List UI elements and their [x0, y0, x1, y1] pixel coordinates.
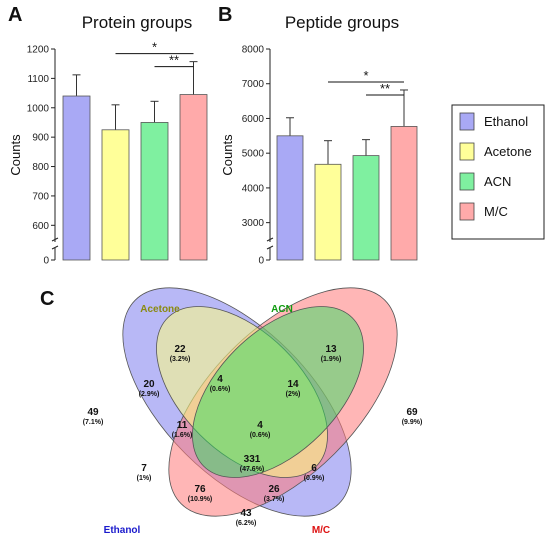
venn-region-percent: (2%)	[286, 391, 301, 398]
y-tick-label: 6000	[242, 114, 265, 125]
venn-region-percent: (3.2%)	[170, 356, 191, 363]
venn-region-percent: (9.9%)	[402, 419, 423, 426]
venn-region-percent: (2.9%)	[139, 391, 160, 398]
y-tick-label: 7000	[242, 79, 265, 90]
legend-label: M/C	[484, 204, 508, 219]
venn-region-percent: (3.7%)	[264, 496, 285, 503]
y-tick-label: 1000	[27, 103, 50, 114]
y-tick-label: 0	[43, 256, 49, 267]
venn-region-count: 43	[240, 508, 252, 519]
axis-break-mark	[51, 237, 59, 242]
chart-title: Peptide groups	[285, 13, 399, 32]
y-axis-label: Counts	[220, 134, 235, 176]
y-tick-label: 4000	[242, 183, 265, 194]
bar-ethanol	[62, 95, 91, 261]
axis-break-mark	[266, 245, 274, 250]
axis-break-mark	[266, 237, 274, 242]
y-tick-label: 1200	[27, 45, 50, 56]
y-tick-label: 800	[32, 162, 49, 173]
venn-region-count: 331	[244, 454, 261, 465]
significance-label: **	[380, 81, 390, 96]
venn-set-label-mc: M/C	[312, 525, 330, 536]
venn-region-count: 11	[177, 420, 188, 431]
venn-set-label-acn: ACN	[271, 304, 293, 315]
y-tick-label: 5000	[242, 149, 265, 160]
panel-label-a: A	[8, 4, 22, 26]
venn-region-percent: (7.1%)	[83, 419, 104, 426]
bar-acn	[352, 155, 380, 261]
venn-region-count: 22	[174, 344, 186, 355]
y-tick-label: 3000	[242, 218, 265, 229]
y-tick-label: 900	[32, 133, 49, 144]
legend-label: Acetone	[484, 144, 532, 159]
venn-region-count: 49	[87, 407, 99, 418]
legend-swatch	[459, 172, 475, 191]
y-tick-label: 8000	[242, 45, 265, 56]
venn-region-percent: (10.9%)	[188, 496, 213, 503]
venn-region-percent: (6.2%)	[236, 520, 257, 527]
bar-acn	[140, 122, 169, 261]
venn-set-label-acetone: Acetone	[140, 304, 180, 315]
venn-region-count: 7	[141, 463, 147, 474]
venn-diagram: Acetone ACN Ethanol M/C 22(3.2%) 13(1.9%)…	[83, 287, 423, 536]
venn-region-percent: (0.6%)	[210, 386, 231, 393]
venn-region-count: 4	[217, 374, 223, 385]
bar-acetone	[101, 129, 130, 261]
legend-swatch	[459, 202, 475, 221]
legend: Ethanol Acetone ACN M/C	[451, 104, 545, 240]
peptide-groups-chart: Peptide groups Counts 0 3000 4000 5000 6000 7…	[220, 13, 418, 267]
panel-label-b: B	[218, 4, 232, 26]
venn-set-label-ethanol: Ethanol	[104, 525, 141, 536]
significance-label: **	[169, 53, 179, 68]
significance-label: *	[152, 40, 157, 55]
protein-groups-chart: Protein groups Counts 0 600 700 800 900 1000 1…	[8, 13, 208, 267]
venn-region-percent: (1%)	[137, 475, 152, 482]
venn-region-count: 13	[325, 344, 337, 355]
legend-label: Ethanol	[484, 114, 528, 129]
bar-ethanol	[276, 135, 304, 261]
venn-region-percent: (1.6%)	[172, 432, 193, 439]
y-tick-label: 700	[32, 191, 49, 202]
venn-region-count: 69	[406, 407, 418, 418]
panel-label-c: C	[40, 288, 54, 310]
venn-region-count: 4	[257, 420, 263, 431]
venn-region-count: 14	[287, 379, 299, 390]
y-tick-label: 0	[258, 256, 264, 267]
venn-ellipse-acn	[192, 306, 364, 478]
venn-region-percent: (1.9%)	[321, 356, 342, 363]
bar-acetone	[314, 163, 342, 261]
venn-region-count: 26	[268, 484, 280, 495]
y-axis-label: Counts	[8, 134, 23, 176]
legend-label: ACN	[484, 174, 511, 189]
legend-swatch	[459, 142, 475, 161]
venn-region-percent: (0.6%)	[250, 432, 271, 439]
venn-region-percent: (47.6%)	[240, 466, 265, 473]
venn-region-count: 76	[194, 484, 206, 495]
bar-mc	[390, 126, 418, 261]
venn-region-count: 6	[311, 463, 317, 474]
axis-break-mark	[51, 245, 59, 250]
significance-label: *	[363, 68, 368, 83]
y-tick-label: 1100	[27, 74, 49, 85]
bar-mc	[179, 94, 208, 261]
venn-region-count: 20	[143, 379, 155, 390]
chart-title: Protein groups	[82, 13, 193, 32]
y-tick-label: 600	[32, 221, 49, 232]
legend-swatch	[459, 112, 475, 131]
venn-region-percent: (0.9%)	[304, 475, 325, 482]
